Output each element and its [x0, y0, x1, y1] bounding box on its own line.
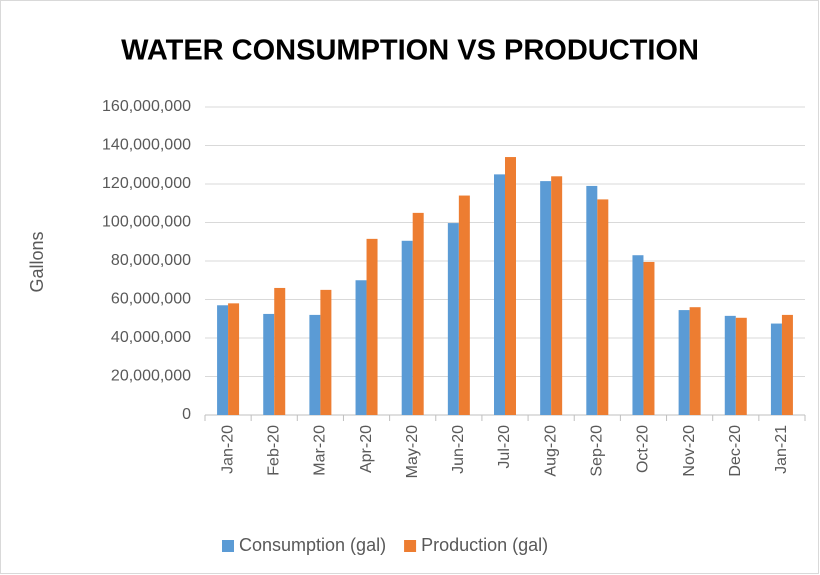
y-tick-label: 40,000,000: [111, 329, 191, 346]
bar: [505, 157, 516, 416]
x-tick-label: Jul-20: [496, 425, 513, 469]
x-tick-label: May-20: [404, 425, 421, 478]
y-tick-label: 140,000,000: [102, 137, 191, 154]
x-tick-label: Mar-20: [312, 425, 329, 476]
x-tick-label: Sep-20: [589, 425, 606, 477]
bar: [735, 317, 747, 415]
bar: [724, 315, 736, 415]
bar: [263, 313, 275, 415]
bar: [632, 255, 644, 415]
bar: [366, 238, 378, 415]
bar: [217, 305, 229, 415]
bar: [447, 223, 459, 415]
y-tick-label: 60,000,000: [111, 291, 191, 308]
x-tick-label: Jan-20: [219, 425, 236, 474]
y-tick-label: 0: [182, 406, 191, 423]
bar: [401, 240, 413, 415]
bar: [309, 314, 321, 415]
legend-label: Consumption (gal): [239, 535, 386, 555]
x-tick-label: Oct-20: [635, 425, 652, 473]
y-axis-title: Gallons: [27, 231, 47, 292]
bar: [320, 289, 332, 415]
bar: [274, 287, 286, 415]
bar: [586, 185, 598, 415]
bar: [597, 199, 609, 415]
x-tick-label: Jun-20: [450, 425, 467, 474]
x-tick-label: Dec-20: [727, 425, 744, 477]
chart-title: WATER CONSUMPTION VS PRODUCTION: [121, 35, 699, 67]
bar: [228, 303, 240, 415]
legend-swatch: [404, 540, 417, 552]
bar: [458, 195, 470, 415]
y-tick-label: 120,000,000: [102, 175, 191, 192]
legend-label: Production (gal): [421, 535, 548, 555]
bar: [678, 310, 690, 415]
legend-swatch: [222, 540, 234, 552]
y-tick-label: 80,000,000: [111, 252, 191, 269]
x-tick-label: Nov-20: [681, 425, 698, 477]
bar: [689, 307, 701, 415]
y-tick-label: 100,000,000: [102, 214, 191, 231]
bar: [781, 314, 793, 415]
x-tick-label: Jan-21: [773, 425, 790, 474]
bar: [540, 181, 552, 415]
bar: [643, 261, 655, 415]
bar: [770, 323, 782, 415]
bar: [412, 212, 424, 415]
x-tick-label: Feb-20: [265, 425, 282, 476]
bar: [494, 174, 505, 415]
bar: [355, 280, 367, 415]
x-tick-label: Aug-20: [542, 425, 559, 477]
y-tick-label: 20,000,000: [111, 368, 191, 385]
y-tick-label: 160,000,000: [102, 98, 191, 115]
x-tick-label: Apr-20: [358, 425, 375, 473]
bar: [551, 176, 563, 415]
